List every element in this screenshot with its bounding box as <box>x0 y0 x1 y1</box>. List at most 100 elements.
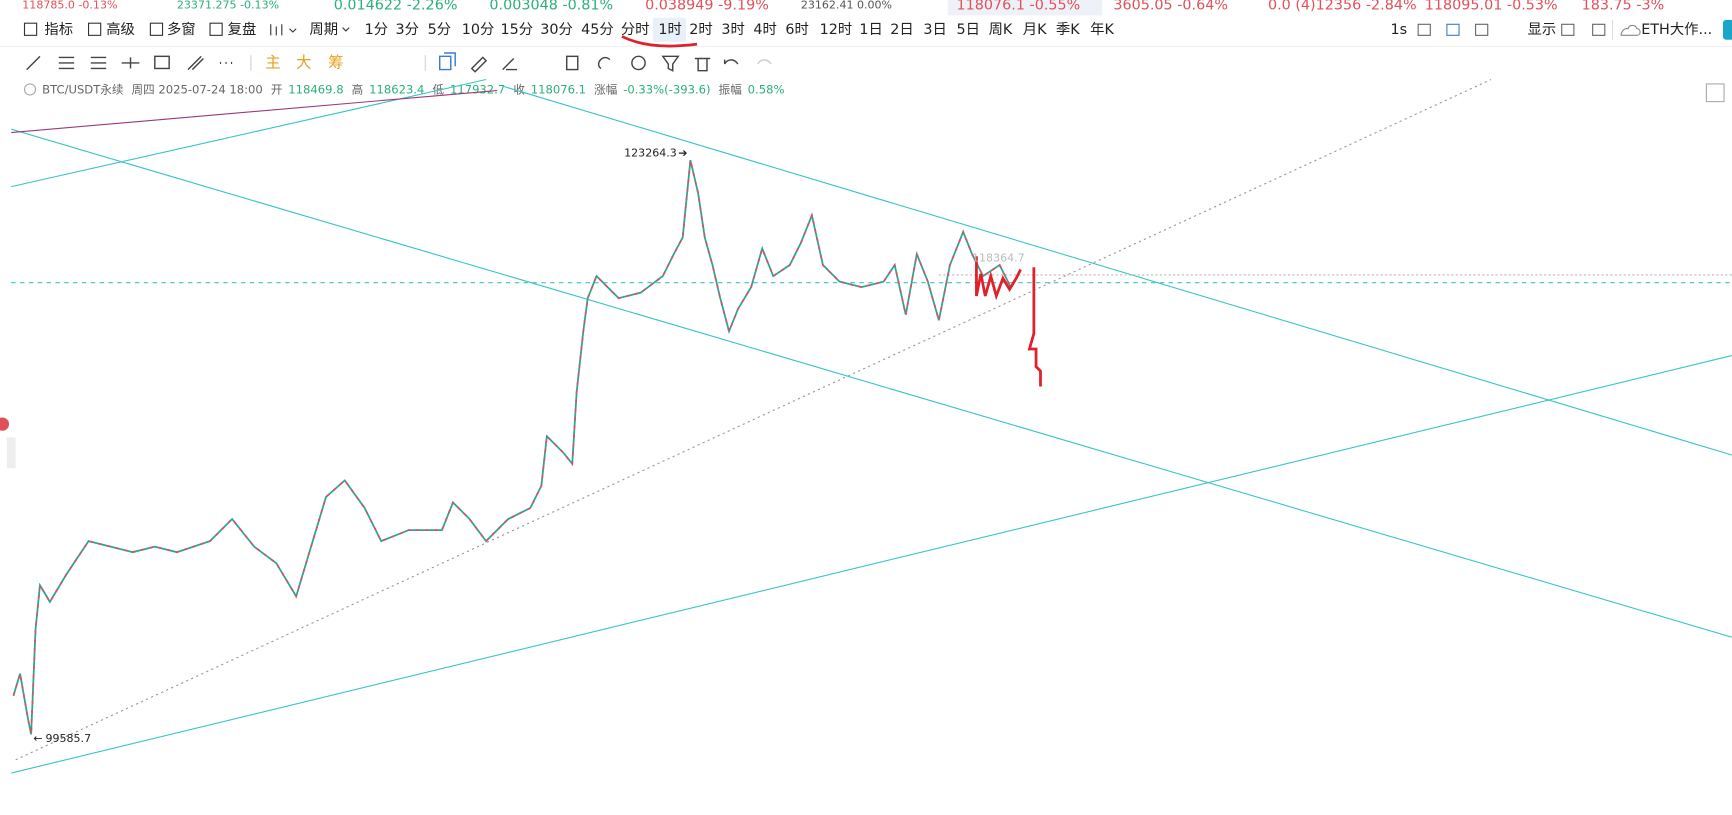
toolbar-right[interactable]: 显示 <box>1527 22 1556 38</box>
ticker-item[interactable]: 0.003048 -0.81% <box>489 0 613 14</box>
tool-icon[interactable] <box>723 59 739 65</box>
toolbar-button[interactable]: 周期 <box>309 21 338 38</box>
dotted-line <box>15 79 1492 761</box>
interval-button[interactable]: 年K <box>1090 21 1114 38</box>
interval-button[interactable]: 2时 <box>689 21 712 38</box>
interval-button[interactable]: 3日 <box>923 22 946 38</box>
label: 高 <box>352 82 364 96</box>
interval-button[interactable]: 10分 <box>462 21 495 38</box>
drawing-toolbar <box>26 52 772 73</box>
trend-line <box>11 90 498 134</box>
tool-icon[interactable] <box>154 55 170 70</box>
chart-area: 123264.3 ➔ ← 99585.7 118364.7 <box>11 35 1732 774</box>
toolbar-button[interactable]: 多窗 <box>167 20 196 38</box>
ticker-item[interactable]: 183.75 -3% <box>1582 0 1665 14</box>
ticker-item[interactable]: 118785.0 -0.13% <box>22 0 117 12</box>
toolbar-icon[interactable] <box>1446 23 1460 36</box>
toolbar-icon[interactable] <box>1561 23 1575 36</box>
ticker-item[interactable]: 0.014622 -2.26% <box>334 0 458 14</box>
interval-button[interactable]: 6时 <box>785 21 808 38</box>
tool-icon[interactable] <box>470 56 488 73</box>
toolbar-icon[interactable] <box>87 22 102 36</box>
trend-line <box>11 78 487 188</box>
toolbar-button[interactable]: 指标 <box>44 21 73 38</box>
interval-button[interactable]: 2日 <box>890 22 913 38</box>
tool-icon[interactable] <box>597 56 611 70</box>
arrow: ← <box>33 732 42 745</box>
toolbar-icon[interactable] <box>149 22 164 36</box>
tool-icon[interactable] <box>631 55 646 71</box>
dropdown[interactable] <box>342 27 350 32</box>
last-label: 118364.7 <box>972 251 1025 264</box>
interval-button[interactable]: 1分 <box>365 21 388 38</box>
side-tab[interactable] <box>1722 19 1732 40</box>
indicator-tool[interactable]: 主 <box>265 53 280 71</box>
tool-icon[interactable] <box>502 58 518 71</box>
collapse-icon[interactable] <box>23 83 37 96</box>
high-label: 123264.3 <box>624 147 677 160</box>
interval-button[interactable]: 1日 <box>859 22 882 38</box>
interval-button[interactable]: 4时 <box>753 21 776 38</box>
ticker-item[interactable]: 0.038949 -9.19% <box>645 0 769 14</box>
ticker-item[interactable]: 3605.05 -0.64% <box>1113 0 1228 14</box>
tool-icon[interactable] <box>90 56 107 70</box>
interval-button[interactable]: 5分 <box>428 21 451 38</box>
expand-icon[interactable] <box>1705 83 1725 103</box>
toolbar-icon[interactable] <box>209 22 223 36</box>
interval-button[interactable]: 季K <box>1056 21 1080 38</box>
symbol: BTC/USDT永续 <box>42 82 124 96</box>
tool-icon[interactable] <box>439 52 456 71</box>
tool-icon[interactable] <box>661 55 680 72</box>
tool-icon[interactable] <box>58 56 75 70</box>
interval-button[interactable]: 15分 <box>500 21 533 38</box>
side-handle[interactable] <box>6 437 16 469</box>
toolbar-button[interactable]: 高级 <box>106 21 135 38</box>
ticker-item[interactable]: 0.0 (4)12356 -2.84% <box>1268 0 1417 14</box>
trend-line <box>502 85 1732 456</box>
toolbar-button[interactable]: 复盘 <box>228 20 257 38</box>
tool-icon[interactable] <box>26 55 41 71</box>
interval-button[interactable]: 3分 <box>396 21 419 38</box>
toolbar-icon[interactable] <box>1592 23 1606 36</box>
interval-button[interactable]: 45分 <box>581 21 614 38</box>
tool-icon[interactable] <box>694 57 711 72</box>
ticker-item[interactable]: 118076.1 -0.55% <box>957 0 1081 14</box>
toolbar-right[interactable]: ETH大作... <box>1641 21 1712 38</box>
ticker-item[interactable]: 118095.01 -0.53% <box>1425 0 1558 14</box>
value: -0.33%(-393.6) <box>623 82 710 96</box>
label: 低 <box>433 82 445 96</box>
ticker-item[interactable]: 23371.275 -0.13% <box>177 0 279 12</box>
interval-button[interactable]: 5日 <box>957 22 980 38</box>
indicator-tool[interactable]: 筹 <box>328 53 343 71</box>
tool-icon[interactable] <box>757 59 772 65</box>
toolbar-right[interactable]: 1s <box>1391 22 1408 38</box>
label: 涨幅 <box>594 82 618 96</box>
ticker-item[interactable]: 23162.41 0.00% <box>801 0 892 12</box>
ticker-strip: 118785.0 -0.13% 23371.275 -0.13% 0.014622 … <box>22 0 1664 14</box>
toolbar-icon[interactable] <box>1475 23 1489 36</box>
trend-line <box>11 128 1732 638</box>
alert-dot[interactable] <box>0 417 10 431</box>
toolbar-icon[interactable] <box>23 22 38 36</box>
time: 周四 2025-07-24 18:00 <box>132 82 263 96</box>
value: 118469.8 <box>288 82 343 96</box>
tool-icon[interactable] <box>187 55 204 71</box>
interval-button[interactable]: 1时 <box>658 21 681 38</box>
interval-button[interactable]: 周K <box>989 22 1013 38</box>
indicator-tool[interactable]: 大 <box>296 53 311 71</box>
cloud-icon[interactable] <box>1620 24 1641 36</box>
toolbar-icon[interactable] <box>1417 23 1431 36</box>
interval-button[interactable]: 30分 <box>540 21 573 38</box>
interval-button[interactable]: 分时 <box>621 21 650 38</box>
toolbar-icon[interactable] <box>270 24 297 36</box>
tool-icon[interactable] <box>121 57 140 69</box>
interval-button[interactable]: 12时 <box>820 21 853 38</box>
trend-line <box>11 355 1732 774</box>
value: 117932.7 <box>450 82 505 96</box>
interval-button[interactable]: 3时 <box>721 21 744 38</box>
value: 0.58% <box>748 82 785 96</box>
interval-button[interactable]: 月K <box>1023 22 1047 38</box>
tool-icon[interactable] <box>566 55 579 71</box>
